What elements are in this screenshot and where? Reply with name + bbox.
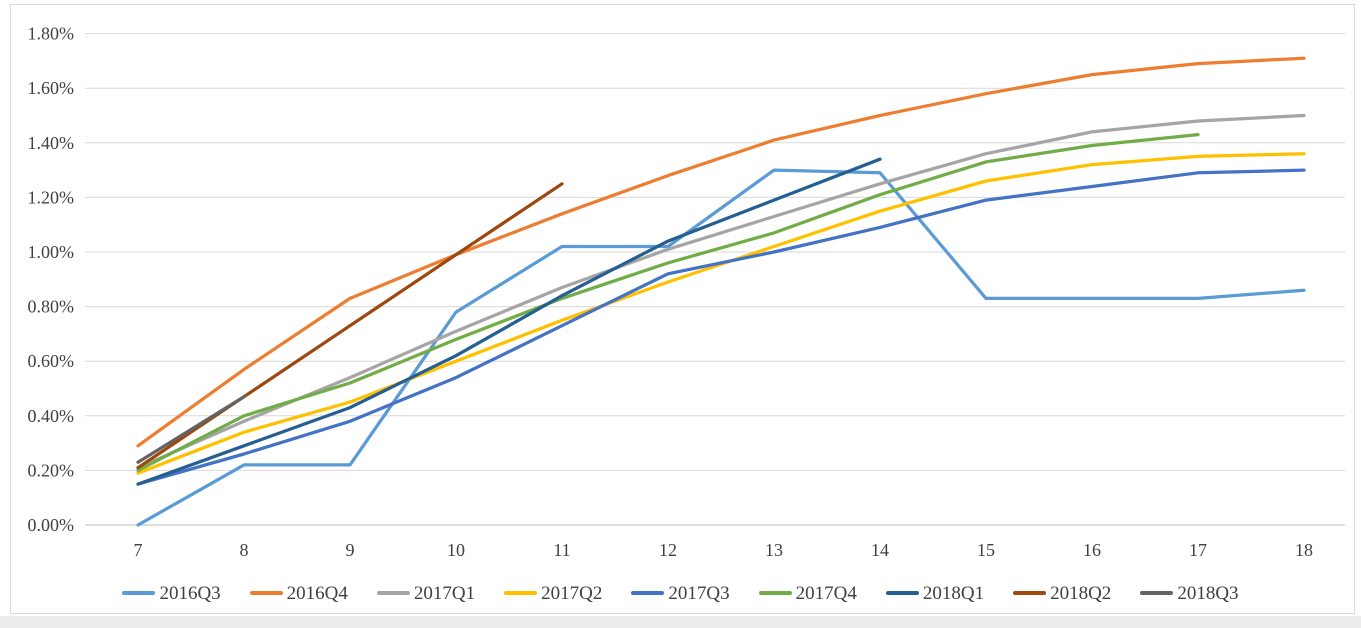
legend-label: 2016Q4 <box>286 582 348 604</box>
legend-line-swatch <box>376 590 410 596</box>
legend-item-2018Q3: 2018Q3 <box>1140 582 1239 604</box>
series-line-2017Q2 <box>136 152 1306 475</box>
legend-label: 2017Q3 <box>668 582 730 604</box>
legend-label: 2017Q1 <box>413 582 476 604</box>
legend-item-2017Q4: 2017Q4 <box>758 582 857 604</box>
series-line-2018Q2 <box>136 182 564 470</box>
y-tick-label: 0.40% <box>28 406 75 426</box>
legend-item-2016Q3: 2016Q3 <box>122 582 221 604</box>
legend-line-swatch <box>1013 590 1047 596</box>
legend-line-swatch <box>504 590 538 596</box>
x-tick-label: 9 <box>346 540 355 560</box>
series-line-2016Q3 <box>136 168 1306 527</box>
legend-label: 2018Q3 <box>1177 582 1239 604</box>
legend-line-swatch <box>249 590 283 596</box>
legend-line-swatch <box>631 590 665 596</box>
series-line-2017Q4 <box>136 132 1200 473</box>
legend-item-2017Q2: 2017Q2 <box>504 584 602 603</box>
x-tick-label: 16 <box>1083 540 1101 560</box>
legend-item-2016Q4: 2016Q4 <box>249 582 348 604</box>
series-line-2018Q3 <box>136 395 246 464</box>
series-line-2016Q4 <box>136 56 1306 448</box>
x-tick-label: 10 <box>447 540 465 560</box>
x-tick-label: 17 <box>1189 540 1207 560</box>
legend-label: 2018Q1 <box>922 582 985 604</box>
legend-line-swatch <box>122 590 156 596</box>
legend-line-swatch <box>885 590 919 596</box>
x-tick-label: 11 <box>553 540 570 560</box>
y-tick-label: 1.80% <box>28 24 75 44</box>
outside-bottom-strip <box>0 616 1361 628</box>
legend-label: 2017Q4 <box>795 582 857 604</box>
y-tick-label: 1.20% <box>28 187 75 207</box>
x-tick-label: 8 <box>240 540 249 560</box>
y-tick-label: 0.60% <box>28 351 75 371</box>
legend-line-swatch <box>1140 590 1174 596</box>
x-tick-label: 18 <box>1295 540 1313 560</box>
legend-item-2017Q3: 2017Q3 <box>631 582 730 604</box>
x-tick-label: 14 <box>871 540 889 560</box>
legend-item-2018Q1: 2018Q1 <box>885 582 985 604</box>
series-line-2018Q1 <box>136 157 882 486</box>
x-tick-label: 15 <box>977 540 995 560</box>
y-tick-label: 1.60% <box>28 78 75 98</box>
chart-frame <box>10 4 1355 614</box>
y-tick-label: 0.00% <box>28 515 75 535</box>
y-tick-label: 0.80% <box>28 297 75 317</box>
x-tick-label: 12 <box>659 540 677 560</box>
y-tick-label: 0.20% <box>28 460 75 480</box>
legend-line-swatch <box>758 590 792 596</box>
x-tick-label: 13 <box>765 540 783 560</box>
legend-item-2018Q2: 2018Q2 <box>1013 584 1111 603</box>
legend-label: 2017Q2 <box>541 582 603 604</box>
y-tick-label: 1.00% <box>28 242 75 262</box>
series-line-2017Q3 <box>136 168 1306 486</box>
legend-label: 2018Q2 <box>1050 582 1112 604</box>
series-line-2017Q1 <box>136 113 1306 470</box>
x-tick-label: 7 <box>134 540 143 560</box>
chart-legend: 2016Q3 2016Q4 2017Q1 2017Q2 2017Q3 2017Q4 2018… <box>0 581 1361 605</box>
y-tick-label: 1.40% <box>28 133 75 153</box>
legend-label: 2016Q3 <box>159 582 221 604</box>
legend-item-2017Q1: 2017Q1 <box>376 582 476 604</box>
